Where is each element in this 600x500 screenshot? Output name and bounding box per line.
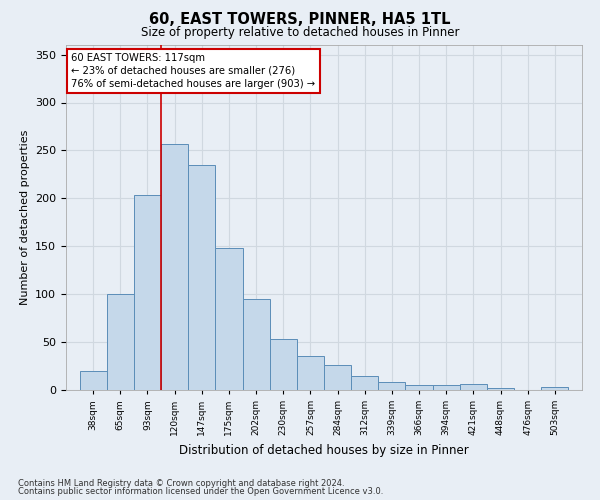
Bar bbox=[324, 365, 351, 390]
Bar bbox=[161, 144, 188, 390]
Bar bbox=[80, 371, 107, 390]
Bar bbox=[107, 294, 134, 390]
Text: 60 EAST TOWERS: 117sqm
← 23% of detached houses are smaller (276)
76% of semi-de: 60 EAST TOWERS: 117sqm ← 23% of detached… bbox=[71, 52, 316, 89]
Bar bbox=[487, 388, 514, 390]
Bar bbox=[188, 165, 215, 390]
Bar bbox=[379, 382, 406, 390]
Bar bbox=[406, 385, 433, 390]
Bar bbox=[242, 299, 269, 390]
Text: 60, EAST TOWERS, PINNER, HA5 1TL: 60, EAST TOWERS, PINNER, HA5 1TL bbox=[149, 12, 451, 28]
Bar bbox=[134, 196, 161, 390]
Bar bbox=[541, 387, 568, 390]
Text: Size of property relative to detached houses in Pinner: Size of property relative to detached ho… bbox=[141, 26, 459, 39]
Y-axis label: Number of detached properties: Number of detached properties bbox=[20, 130, 29, 305]
Bar bbox=[215, 248, 242, 390]
Text: Contains public sector information licensed under the Open Government Licence v3: Contains public sector information licen… bbox=[18, 487, 383, 496]
Bar bbox=[433, 385, 460, 390]
Text: Contains HM Land Registry data © Crown copyright and database right 2024.: Contains HM Land Registry data © Crown c… bbox=[18, 478, 344, 488]
X-axis label: Distribution of detached houses by size in Pinner: Distribution of detached houses by size … bbox=[179, 444, 469, 456]
Bar bbox=[297, 356, 324, 390]
Bar bbox=[351, 376, 379, 390]
Bar bbox=[460, 384, 487, 390]
Bar bbox=[269, 339, 297, 390]
